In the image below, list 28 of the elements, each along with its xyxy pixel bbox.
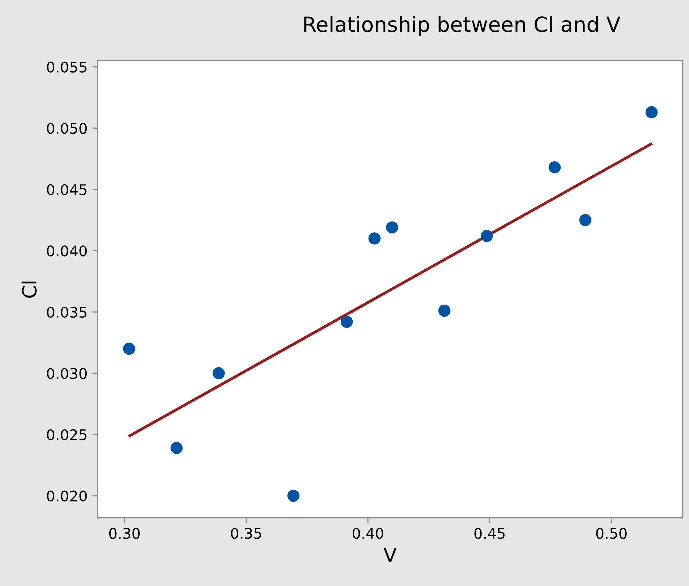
point xyxy=(340,316,354,328)
x-tick-label: 0.40 xyxy=(352,528,384,540)
point xyxy=(646,106,658,119)
x-tick-label: 0.35 xyxy=(231,528,262,540)
point xyxy=(386,222,398,234)
point xyxy=(288,490,300,502)
y-tick-label: 0.025 xyxy=(47,429,87,441)
point xyxy=(438,304,451,318)
y-tick-label: 0.040 xyxy=(47,246,88,257)
point xyxy=(170,442,183,454)
x-tick-label: 0.30 xyxy=(109,528,140,540)
point xyxy=(212,367,226,380)
y-tick-label: 0.020 xyxy=(47,490,88,502)
x-axis-title: V xyxy=(384,548,397,562)
y-tick-label: 0.030 xyxy=(47,368,88,380)
x-tick-label: 0.50 xyxy=(596,528,627,540)
point xyxy=(368,232,381,245)
point xyxy=(123,342,136,356)
y-tick-label: 0.035 xyxy=(47,306,87,318)
y-tick-label: 0.055 xyxy=(47,62,87,73)
point xyxy=(480,230,494,242)
chart-title: Relationship between Cl and V xyxy=(304,16,621,36)
y-tick-label: 0.045 xyxy=(47,184,87,196)
point xyxy=(580,214,592,226)
x-tick-label: 0.45 xyxy=(474,528,505,540)
y-axis-title: Cl xyxy=(22,282,37,298)
y-tick-label: 0.050 xyxy=(47,123,88,134)
point xyxy=(548,162,562,174)
